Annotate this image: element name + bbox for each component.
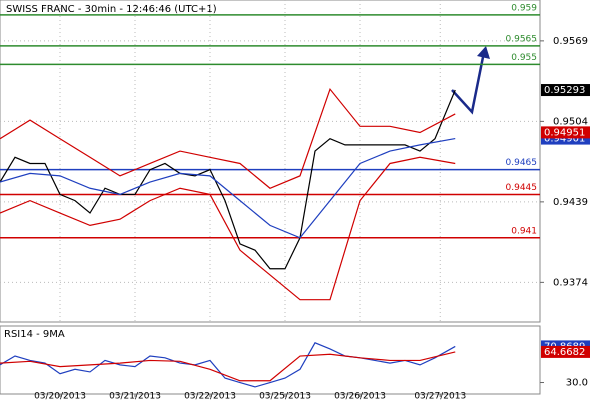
price-tag [541,84,590,97]
price-tag-label: 0.95293 [544,85,585,96]
y-tick-label: 0.9504 [553,116,588,127]
series-line [0,89,456,270]
series-line [0,87,456,189]
level-label: 0.9445 [506,183,538,193]
rsi-panel [0,325,541,395]
level-label: 0.959 [511,3,537,13]
price-tag-label: 64.6682 [544,347,585,358]
series-line [0,342,456,388]
x-tick-label: 03/26/2013 [334,392,386,400]
rsi-title: RSI14 - 9MA [4,329,65,340]
y-tick-label: 0.9374 [553,277,588,288]
x-tick-label: 03/25/2013 [259,392,311,400]
series-line [0,351,456,382]
chart-title: SWISS FRANC - 30min - 12:46:46 (UTC+1) [6,4,217,15]
y-tick-label: 0.9439 [553,197,588,208]
level-label: 0.9565 [506,34,538,44]
level-label: 0.955 [511,53,537,63]
level-label: 0.9465 [506,158,538,168]
x-tick-label: 03/27/2013 [414,392,466,400]
x-tick-label: 03/20/2013 [34,392,86,400]
forecast-arrowhead [477,46,490,59]
y-tick-label: 30.0 [566,378,588,389]
x-tick-label: 03/21/2013 [109,392,161,400]
main-panel [0,0,541,323]
series-line [0,137,456,239]
level-label: 0.941 [511,226,537,236]
x-tick-label: 03/22/2013 [184,392,236,400]
price-tag [541,345,590,358]
price-tag-label: 0.94951 [544,127,585,138]
series-line [0,156,456,301]
price-tag [541,126,590,139]
y-tick-label: 0.9569 [553,36,588,47]
forecast-arrow [451,51,486,115]
price-tag-label: 0.94901 [544,134,585,145]
